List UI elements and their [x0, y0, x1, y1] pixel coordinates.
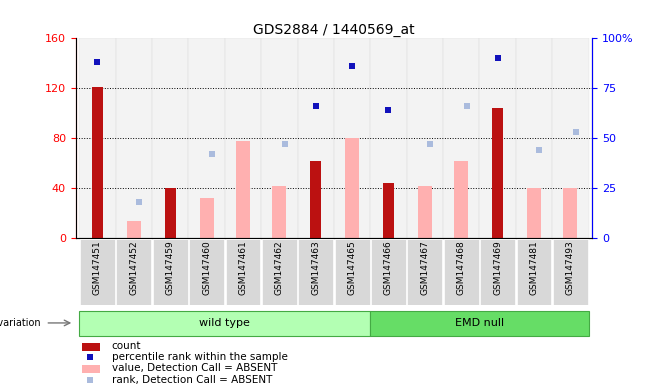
Bar [199, 198, 214, 238]
Bar [370, 38, 407, 238]
Text: GSM147463: GSM147463 [311, 240, 320, 295]
Text: GSM147459: GSM147459 [166, 240, 175, 295]
Bar [188, 38, 225, 238]
FancyBboxPatch shape [298, 240, 333, 305]
Bar [127, 220, 141, 238]
Bar [261, 38, 297, 238]
Text: count: count [112, 341, 141, 351]
Bar [92, 87, 103, 238]
Bar [492, 108, 503, 238]
FancyBboxPatch shape [80, 311, 370, 336]
FancyBboxPatch shape [116, 240, 151, 305]
FancyBboxPatch shape [153, 240, 188, 305]
Bar [164, 188, 176, 238]
Bar [152, 38, 188, 238]
FancyBboxPatch shape [189, 240, 224, 305]
Bar [383, 183, 394, 238]
Text: GSM147481: GSM147481 [530, 240, 538, 295]
FancyBboxPatch shape [443, 240, 479, 305]
Bar [418, 186, 432, 238]
Bar [563, 188, 577, 238]
FancyBboxPatch shape [335, 240, 370, 305]
Text: GSM147461: GSM147461 [238, 240, 247, 295]
Text: GSM147466: GSM147466 [384, 240, 393, 295]
Bar [272, 186, 286, 238]
Text: EMD null: EMD null [455, 318, 504, 328]
FancyBboxPatch shape [80, 240, 115, 305]
Bar [407, 38, 443, 238]
Bar [516, 38, 552, 238]
FancyBboxPatch shape [82, 365, 100, 373]
Text: GSM147467: GSM147467 [420, 240, 430, 295]
FancyBboxPatch shape [407, 240, 442, 305]
FancyBboxPatch shape [480, 240, 515, 305]
Bar [527, 188, 541, 238]
FancyBboxPatch shape [370, 311, 588, 336]
Text: rank, Detection Call = ABSENT: rank, Detection Call = ABSENT [112, 375, 272, 384]
Text: percentile rank within the sample: percentile rank within the sample [112, 352, 288, 362]
Bar [297, 38, 334, 238]
FancyBboxPatch shape [517, 240, 551, 305]
Text: GSM147468: GSM147468 [457, 240, 466, 295]
Text: GSM147460: GSM147460 [202, 240, 211, 295]
Bar [480, 38, 516, 238]
Bar [225, 38, 261, 238]
Bar [116, 38, 152, 238]
FancyBboxPatch shape [371, 240, 406, 305]
Text: GSM147469: GSM147469 [493, 240, 502, 295]
Bar [310, 161, 321, 238]
Text: GSM147452: GSM147452 [130, 240, 138, 295]
Bar [552, 38, 588, 238]
Text: GSM147493: GSM147493 [566, 240, 575, 295]
Bar [454, 161, 468, 238]
Text: GSM147465: GSM147465 [347, 240, 357, 295]
Bar [334, 38, 370, 238]
Text: value, Detection Call = ABSENT: value, Detection Call = ABSENT [112, 363, 277, 373]
Text: GSM147451: GSM147451 [93, 240, 102, 295]
FancyBboxPatch shape [553, 240, 588, 305]
Title: GDS2884 / 1440569_at: GDS2884 / 1440569_at [253, 23, 415, 37]
FancyBboxPatch shape [82, 343, 100, 351]
Bar [80, 38, 116, 238]
Bar [443, 38, 480, 238]
FancyBboxPatch shape [262, 240, 297, 305]
Bar [345, 138, 359, 238]
Text: genotype/variation: genotype/variation [0, 318, 41, 328]
FancyBboxPatch shape [226, 240, 261, 305]
Text: GSM147462: GSM147462 [275, 240, 284, 295]
Bar [236, 141, 250, 238]
Text: wild type: wild type [199, 318, 250, 328]
